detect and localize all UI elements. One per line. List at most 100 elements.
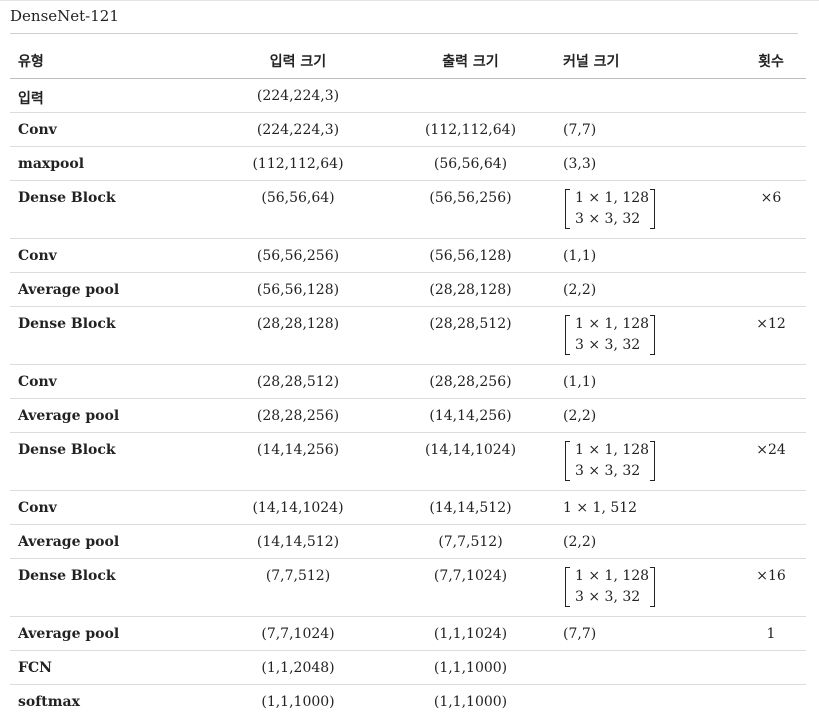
- table-row: Dense Block (7,7,512) (7,7,1024) 1 × 1, 128…: [10, 559, 806, 617]
- table-row: Average pool (28,28,256) (14,14,256) (2,2): [10, 399, 806, 433]
- cell-output-size: (1,1,1000): [433, 694, 508, 710]
- cell-count: ×16: [756, 568, 786, 584]
- cell-input-size: (1,1,2048): [261, 660, 335, 676]
- cell-input-size: (28,28,256): [256, 408, 340, 424]
- cell-kernel-size: (2,2): [563, 534, 597, 550]
- kernel-matrix-row: 3 × 3, 32: [575, 463, 641, 479]
- table-caption: DenseNet-121: [10, 7, 119, 25]
- kernel-matrix: 1 × 1, 128 3 × 3, 32: [563, 566, 656, 608]
- cell-output-size: (28,28,256): [429, 374, 512, 390]
- cell-kernel-size: (2,2): [563, 408, 597, 424]
- header-type: 유형: [18, 54, 44, 70]
- cell-kernel-matrix: 1 × 1, 128 3 × 3, 32: [563, 559, 736, 617]
- table-row: Average pool (14,14,512) (7,7,512) (2,2): [10, 525, 806, 559]
- cell-count: [736, 365, 806, 399]
- cell-input-size: (7,7,1024): [261, 626, 335, 642]
- kernel-matrix-row: 1 × 1, 128: [575, 568, 650, 584]
- table-row: Conv (224,224,3) (112,112,64) (7,7): [10, 113, 806, 147]
- table-row: Conv (56,56,256) (56,56,128) (1,1): [10, 239, 806, 273]
- right-bracket: [650, 189, 656, 229]
- cell-output-size: (28,28,128): [429, 282, 512, 298]
- cell-input-size: (7,7,512): [265, 568, 331, 584]
- header-row: 유형 입력 크기 출력 크기 커널 크기 횟수: [10, 44, 806, 79]
- cell-count: ×12: [756, 316, 786, 332]
- cell-kernel-size: [563, 79, 736, 113]
- left-bracket: [565, 315, 570, 355]
- cell-type: Conv: [18, 248, 57, 264]
- cell-input-size: (14,14,1024): [252, 500, 344, 516]
- table-row: Average pool (7,7,1024) (1,1,1024) (7,7) 1: [10, 617, 806, 651]
- table-body: 입력 (224,224,3) Conv (224,224,3) (112,112,64)…: [10, 79, 806, 719]
- table-row: FCN (1,1,2048) (1,1,1000): [10, 651, 806, 685]
- cell-output-size: (14,14,256): [429, 408, 512, 424]
- cell-kernel-size: (1,1): [563, 374, 597, 390]
- cell-count: [736, 525, 806, 559]
- cell-output-size: (1,1,1000): [433, 660, 508, 676]
- cell-kernel-size: [563, 651, 736, 685]
- cell-output-size: [378, 79, 563, 113]
- cell-output-size: (7,7,1024): [433, 568, 508, 584]
- cell-input-size: (112,112,64): [252, 156, 344, 172]
- cell-kernel-size: (1,1): [563, 248, 597, 264]
- cell-type: softmax: [18, 694, 80, 710]
- cell-input-size: (56,56,64): [261, 190, 335, 206]
- kernel-matrix-row: 3 × 3, 32: [575, 211, 641, 227]
- cell-output-size: (56,56,256): [429, 190, 512, 206]
- cell-count: [736, 399, 806, 433]
- cell-kernel-size: (7,7): [563, 122, 597, 138]
- cell-type: Dense Block: [18, 442, 116, 458]
- cell-type: Conv: [18, 374, 57, 390]
- densenet-table: 유형 입력 크기 출력 크기 커널 크기 횟수 입력 (224,224,3) Con…: [10, 44, 806, 718]
- cell-type: Average pool: [18, 282, 120, 298]
- kernel-matrix: 1 × 1, 128 3 × 3, 32: [563, 314, 656, 356]
- left-bracket: [565, 567, 570, 607]
- cell-output-size: (1,1,1024): [433, 626, 508, 642]
- cell-type: maxpool: [18, 156, 85, 172]
- cell-type: Average pool: [18, 534, 120, 550]
- cell-output-size: (56,56,64): [433, 156, 508, 172]
- cell-kernel-size: 1 × 1, 512: [563, 500, 638, 516]
- cell-count: [736, 685, 806, 719]
- kernel-matrix-row: 1 × 1, 128: [575, 442, 650, 458]
- kernel-matrix-row: 3 × 3, 32: [575, 337, 641, 353]
- cell-count: [736, 491, 806, 525]
- kernel-matrix-row: 1 × 1, 128: [575, 316, 650, 332]
- cell-kernel-size: (7,7): [563, 626, 597, 642]
- cell-output-size: (14,14,1024): [424, 442, 517, 458]
- cell-count: [736, 273, 806, 307]
- cell-type: Dense Block: [18, 190, 116, 206]
- cell-type: Dense Block: [18, 568, 116, 584]
- cell-type: Dense Block: [18, 316, 116, 332]
- cell-output-size: (7,7,512): [438, 534, 503, 550]
- cell-type: Conv: [18, 122, 57, 138]
- cell-input-size: (224,224,3): [256, 88, 340, 104]
- kernel-matrix-row: 1 × 1, 128: [575, 190, 650, 206]
- table-row: 입력 (224,224,3): [10, 79, 806, 113]
- left-bracket: [565, 189, 570, 229]
- right-bracket: [650, 441, 656, 481]
- table-row: Dense Block (28,28,128) (28,28,512) 1 × 1, …: [10, 307, 806, 365]
- cell-input-size: (28,28,512): [256, 374, 340, 390]
- left-bracket: [565, 441, 570, 481]
- cell-count: [736, 113, 806, 147]
- right-bracket: [650, 315, 656, 355]
- right-bracket: [650, 567, 656, 607]
- cell-input-size: (14,14,256): [256, 442, 340, 458]
- top-border: [0, 0, 819, 1]
- cell-kernel-size: [563, 685, 736, 719]
- cell-kernel-matrix: 1 × 1, 128 3 × 3, 32: [563, 307, 736, 365]
- header-count: 횟수: [758, 54, 784, 70]
- cell-type: 입력: [18, 91, 44, 107]
- table-row: Dense Block (14,14,256) (14,14,1024) 1 × 1,…: [10, 433, 806, 491]
- header-input-size: 입력 크기: [269, 54, 327, 70]
- table-row: Dense Block (56,56,64) (56,56,256) 1 × 1, 1…: [10, 181, 806, 239]
- cell-input-size: (224,224,3): [256, 122, 340, 138]
- cell-count: [736, 239, 806, 273]
- cell-output-size: (14,14,512): [429, 500, 512, 516]
- table-row: maxpool (112,112,64) (56,56,64) (3,3): [10, 147, 806, 181]
- table-row: Conv (28,28,512) (28,28,256) (1,1): [10, 365, 806, 399]
- cell-kernel-matrix: 1 × 1, 128 3 × 3, 32: [563, 181, 736, 239]
- cell-input-size: (14,14,512): [256, 534, 340, 550]
- cell-type: FCN: [18, 660, 52, 676]
- caption-rule: [10, 33, 798, 34]
